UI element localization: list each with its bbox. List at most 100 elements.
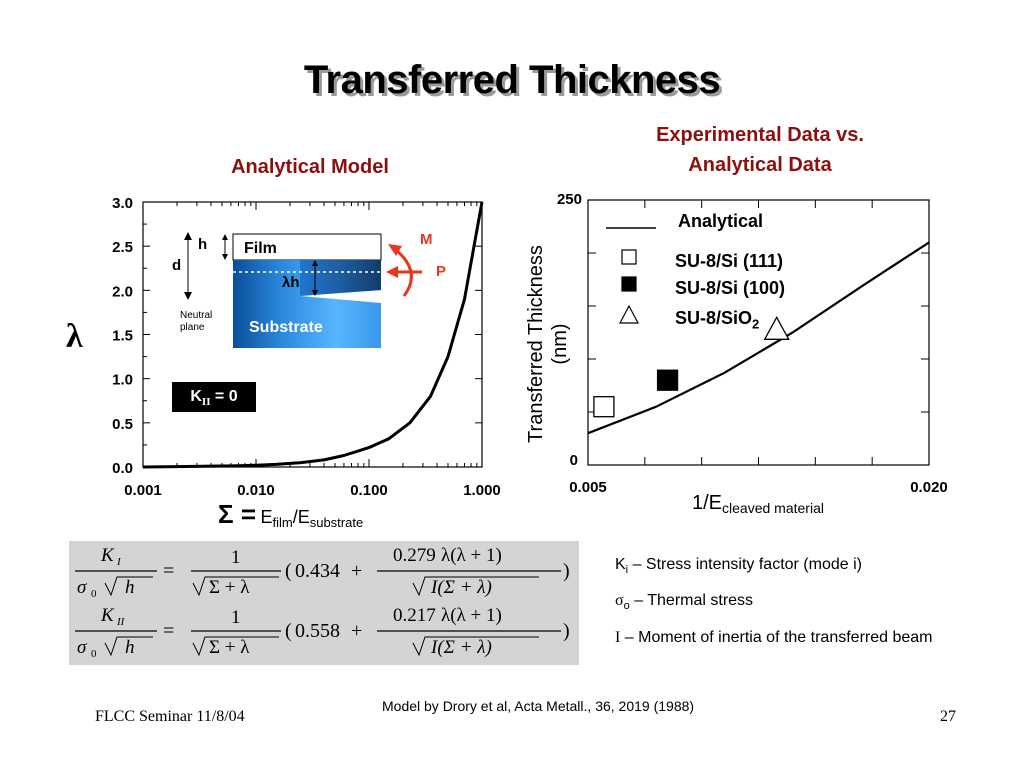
marker-su8-si111 <box>593 396 615 418</box>
eq1-sqrt2 <box>192 576 279 597</box>
marker-su8-sio2 <box>763 315 790 340</box>
lambda-h-arrow-head-bottom <box>312 290 318 296</box>
eq2-I-denom: I(Σ + λ) <box>430 637 492 658</box>
def-sigma-sym: σ <box>615 592 624 609</box>
legend-su8-si111: SU-8/Si (111) <box>675 251 784 271</box>
eq2-sqrt3 <box>412 636 539 657</box>
legend-su8-sio2: SU-8/SiO2 <box>675 308 759 332</box>
inset-lambda-h-label: λh <box>282 274 300 291</box>
right-x-tick-label: 0.020 <box>910 479 948 496</box>
eq2-sqrt <box>104 636 153 657</box>
inset-film-label: Film <box>244 240 277 257</box>
left-chart-series <box>142 201 484 469</box>
right-y-axis-label: Transferred Thickness (nm) <box>524 244 572 444</box>
eq2-sigma-sub: 0 <box>91 648 97 660</box>
left-series-line <box>142 201 484 469</box>
right-chart-legend-marks <box>606 227 656 324</box>
def-ki-sub: i <box>625 564 629 577</box>
eq1-I-denom: I(Σ + λ) <box>430 577 492 598</box>
right-heading-line1: Experimental Data vs. <box>656 124 864 146</box>
left-x-tick-label: 1.000 <box>463 482 501 499</box>
left-y-tick-label: 1.5 <box>112 328 133 345</box>
force-arrow-head <box>386 266 398 278</box>
neutral-line1: Neutral <box>180 310 213 321</box>
definition-ki: Ki – Stress intensity factor (mode i) <box>615 556 862 576</box>
eq2-sigma: σ <box>77 637 87 658</box>
def-sigma-sub: o <box>623 600 630 613</box>
inset-neutral-plane-label: Neutral plane <box>180 310 212 334</box>
right-y-tick-label: 250 <box>557 191 582 208</box>
right-x-axis-label: 1/Ecleaved material <box>692 492 824 516</box>
eq1-sigma: σ <box>77 577 87 598</box>
eq1-sqrt3 <box>412 576 539 597</box>
eq2-plus: + <box>351 620 362 642</box>
moment-arrow-head <box>388 244 402 256</box>
sigma-equals: Σ = <box>218 499 257 529</box>
footer-left: FLCC Seminar 11/8/04 <box>95 708 245 725</box>
kii-zero-badge: KII = 0 <box>172 382 256 412</box>
marker-su8-si100 <box>656 369 679 391</box>
inset-substrate-label: Substrate <box>249 319 323 336</box>
inset-d-label: d <box>172 257 182 274</box>
eq1-coef: 0.279 <box>393 545 436 566</box>
def-I-sym: I <box>615 629 621 646</box>
h-arrow-head-bottom <box>222 254 228 260</box>
eq1-plus: + <box>351 560 362 582</box>
equation-1: K I σ 0 h = 1 Σ + λ ( 0.434 + 0.279 λ(λ … <box>75 545 570 600</box>
left-y-axis-label: λ <box>66 318 83 355</box>
eq1-lambda-term: λ(λ + 1) <box>441 545 502 566</box>
eq1-close: ) <box>563 560 570 582</box>
analytical-line <box>587 241 930 435</box>
film-layer <box>232 233 382 261</box>
left-x-tick-label: 0.010 <box>237 482 275 499</box>
x-label-substrate: substrate <box>309 515 364 531</box>
right-chart-heading: Experimental Data vs. Analytical Data <box>585 120 935 180</box>
eq2-sqrt2 <box>192 636 279 657</box>
lambda-h-arrow-head-top <box>312 260 318 266</box>
def-ki-text: – Stress intensity factor (mode i) <box>628 556 862 573</box>
def-sigma-text: – Thermal stress <box>629 592 754 609</box>
eq1-equals: = <box>163 560 174 582</box>
definition-sigma: σo – Thermal stress <box>615 592 753 612</box>
x-label-film: film <box>272 515 293 531</box>
d-arrow-head-top <box>184 232 192 240</box>
def-I-text: – Moment of inertia of the transferred b… <box>620 629 933 646</box>
left-y-tick-label: 1.0 <box>112 372 133 389</box>
right-xlabel-main: 1/E <box>692 492 723 514</box>
legend-swatch-si111 <box>621 249 637 265</box>
legend-su8-si100: SU-8/Si (100) <box>675 278 786 298</box>
left-y-tick-label: 2.5 <box>112 239 133 256</box>
crack-inset-diagram <box>184 232 422 348</box>
formula-box: K I σ 0 h = 1 Σ + λ ( 0.434 + 0.279 λ(λ … <box>69 541 579 665</box>
left-x-axis-label: Σ = Efilm/Esubstrate <box>218 499 363 530</box>
eq2-open: ( <box>285 620 292 642</box>
eq1-sigma-sub: 0 <box>91 588 97 600</box>
eq2-sigma-lambda: Σ + λ <box>209 637 250 658</box>
eq2-K: K <box>100 605 115 626</box>
kii-K: K <box>190 388 202 405</box>
def-ki-K: K <box>615 556 626 573</box>
inset-h-label: h <box>198 236 208 253</box>
right-chart-tick-labels: 0 250 0.005 0.020 <box>557 191 948 496</box>
left-chart-heading: Analytical Model <box>231 156 389 178</box>
eq2-const: 0.558 <box>295 620 340 642</box>
right-xlabel-sub: cleaved material <box>722 500 824 517</box>
eq2-K-sub: II <box>116 616 126 628</box>
legend-sio2-sub: 2 <box>752 316 760 332</box>
left-y-tick-label: 0.5 <box>112 416 133 433</box>
right-heading-line2: Analytical Data <box>688 154 832 176</box>
eq1-K-sub: I <box>116 556 122 568</box>
eq1-sigma-lambda: Σ + λ <box>209 577 250 598</box>
left-x-tick-label: 0.001 <box>124 482 162 499</box>
left-chart-tick-labels: 0.0 0.5 1.0 1.5 2.0 2.5 3.0 0.001 0.010 0.100 1.00… <box>112 195 501 499</box>
right-chart-axes <box>587 199 930 466</box>
left-x-tick-label: 0.100 <box>350 482 388 499</box>
left-y-tick-label: 3.0 <box>112 195 133 212</box>
citation: Model by Drory et al, Acta Metall., 36, … <box>382 698 695 714</box>
left-y-tick-label: 2.0 <box>112 283 133 300</box>
eq2-equals: = <box>163 620 174 642</box>
slide-number: 27 <box>940 708 956 725</box>
left-chart-ticks <box>142 201 483 468</box>
